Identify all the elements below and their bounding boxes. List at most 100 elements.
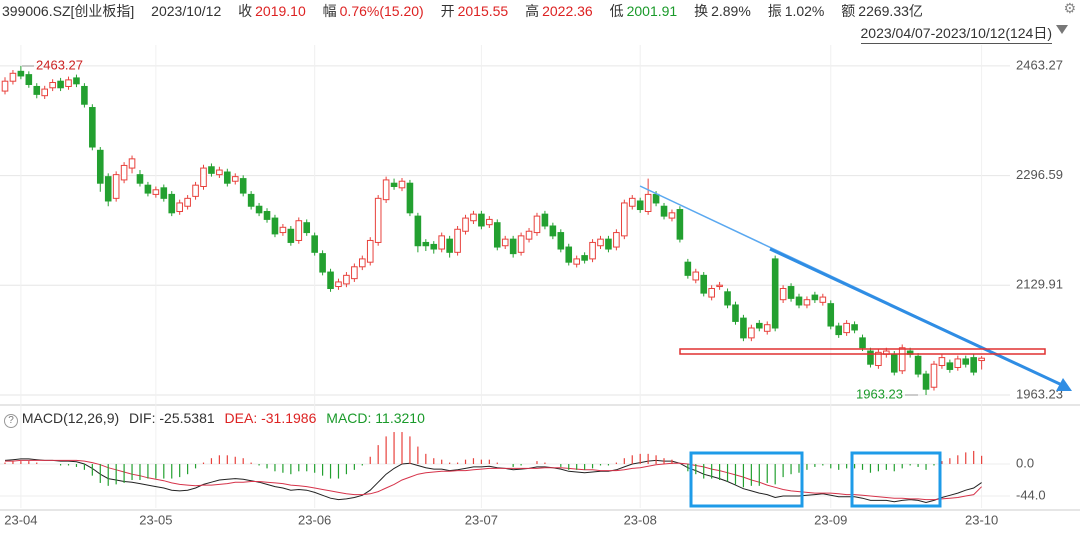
candle-body — [9, 72, 17, 82]
candle-body — [216, 169, 223, 176]
candle-body — [239, 178, 247, 194]
candle-body — [81, 85, 88, 105]
candle-body — [422, 241, 430, 247]
candle-body — [716, 284, 723, 288]
arrow-head — [1056, 378, 1072, 391]
candle-body — [795, 296, 803, 306]
candle-body — [851, 324, 858, 331]
x-tick-label: 23-10 — [965, 512, 998, 527]
candle-body — [136, 174, 144, 184]
candle-body — [763, 324, 771, 332]
macd-line — [5, 459, 982, 501]
candle-body — [462, 217, 469, 232]
help-icon[interactable]: ? — [4, 414, 18, 428]
min-label: 1963.23 — [856, 386, 903, 401]
macd-line — [4, 458, 982, 504]
candle-body — [271, 217, 279, 235]
value: 0.76%(15.20) — [339, 3, 424, 19]
value: 2.89% — [711, 3, 751, 19]
candle-body — [946, 362, 954, 370]
candle-body — [732, 304, 739, 322]
code: 399006.SZ[创业板指] — [2, 3, 135, 19]
candle-body — [255, 205, 263, 214]
candle-body — [454, 228, 461, 253]
candle-body — [970, 357, 977, 373]
candle-body — [613, 232, 620, 248]
candle-body — [208, 166, 215, 174]
candle-body — [978, 357, 985, 362]
candle-body — [231, 176, 239, 182]
candle-body — [319, 253, 326, 273]
macd-label: MACD: 11.3210 — [326, 410, 425, 426]
candle-body — [962, 358, 970, 365]
candle-body — [49, 82, 56, 89]
candle-body — [343, 274, 350, 285]
candle-body — [96, 149, 104, 184]
label: 幅 — [322, 3, 337, 19]
label: 低 — [609, 3, 624, 19]
candle-body — [867, 350, 874, 365]
max-label: 2463.27 — [36, 57, 83, 72]
candle-body — [184, 197, 191, 207]
macd-header: ? MACD(12,26,9) DIF: -25.5381 DEA: -31.1… — [4, 410, 425, 428]
label: 额 — [841, 3, 856, 19]
candle-body — [660, 205, 668, 217]
candle-body — [557, 232, 565, 250]
candle-body — [89, 107, 96, 148]
candle-body — [779, 288, 787, 301]
candle-body — [327, 271, 334, 290]
candle-body — [335, 281, 342, 288]
candle-body — [930, 363, 938, 388]
label: 收 — [238, 3, 253, 19]
highlight-box — [850, 451, 942, 508]
candle-body — [390, 182, 398, 187]
candle-body — [819, 296, 827, 303]
dropdown-arrow[interactable] — [1056, 25, 1068, 34]
y-tick-label: 1963.23 — [1016, 386, 1063, 401]
candle-body — [636, 200, 644, 211]
candle-body — [859, 337, 866, 349]
date-range[interactable]: 2023/04/07-2023/10/12(124日) — [860, 23, 1052, 44]
candle-body — [605, 238, 612, 250]
candle-body — [398, 180, 406, 189]
candle-body — [835, 325, 843, 336]
candle-body — [811, 294, 819, 301]
candle-body — [875, 351, 882, 367]
candle-body — [144, 184, 152, 194]
candle-body — [359, 258, 366, 268]
candle-body — [589, 241, 596, 260]
value: 2015.55 — [457, 3, 509, 19]
candle-body — [374, 197, 382, 243]
candle-body — [486, 218, 493, 226]
x-tick-label: 23-07 — [465, 512, 498, 527]
trend-line — [769, 247, 1063, 387]
candle-body — [295, 220, 303, 241]
candle-body — [621, 202, 628, 237]
y-tick-label: -44.0 — [1016, 487, 1046, 502]
candle-body — [414, 215, 422, 247]
candle-body — [311, 235, 318, 253]
settings-icon[interactable]: ⚙ — [1063, 0, 1076, 16]
y-tick-label: 0.0 — [1016, 455, 1034, 470]
candle-body — [843, 322, 850, 334]
candle-body — [112, 174, 120, 199]
candle-body — [756, 322, 763, 329]
x-tick-label: 23-09 — [814, 512, 847, 527]
quote-header: 399006.SZ[创业板指] 2023/10/12 收 2019.10 幅 0.7… — [2, 1, 926, 21]
candle-body — [684, 261, 692, 276]
y-tick-label: 2463.27 — [1016, 57, 1063, 72]
label: 换 — [694, 3, 709, 19]
candle-body — [168, 193, 176, 214]
candle-body — [708, 288, 715, 298]
candle-body — [438, 235, 445, 250]
candle-body — [827, 303, 835, 327]
label: 开 — [440, 3, 455, 19]
candle-body — [247, 193, 255, 207]
value: 2022.36 — [542, 3, 593, 19]
value: 1.02% — [784, 3, 825, 19]
candle-body — [541, 213, 549, 227]
label: 高 — [525, 3, 540, 19]
candle-body — [700, 274, 708, 294]
candle-body — [692, 271, 700, 281]
